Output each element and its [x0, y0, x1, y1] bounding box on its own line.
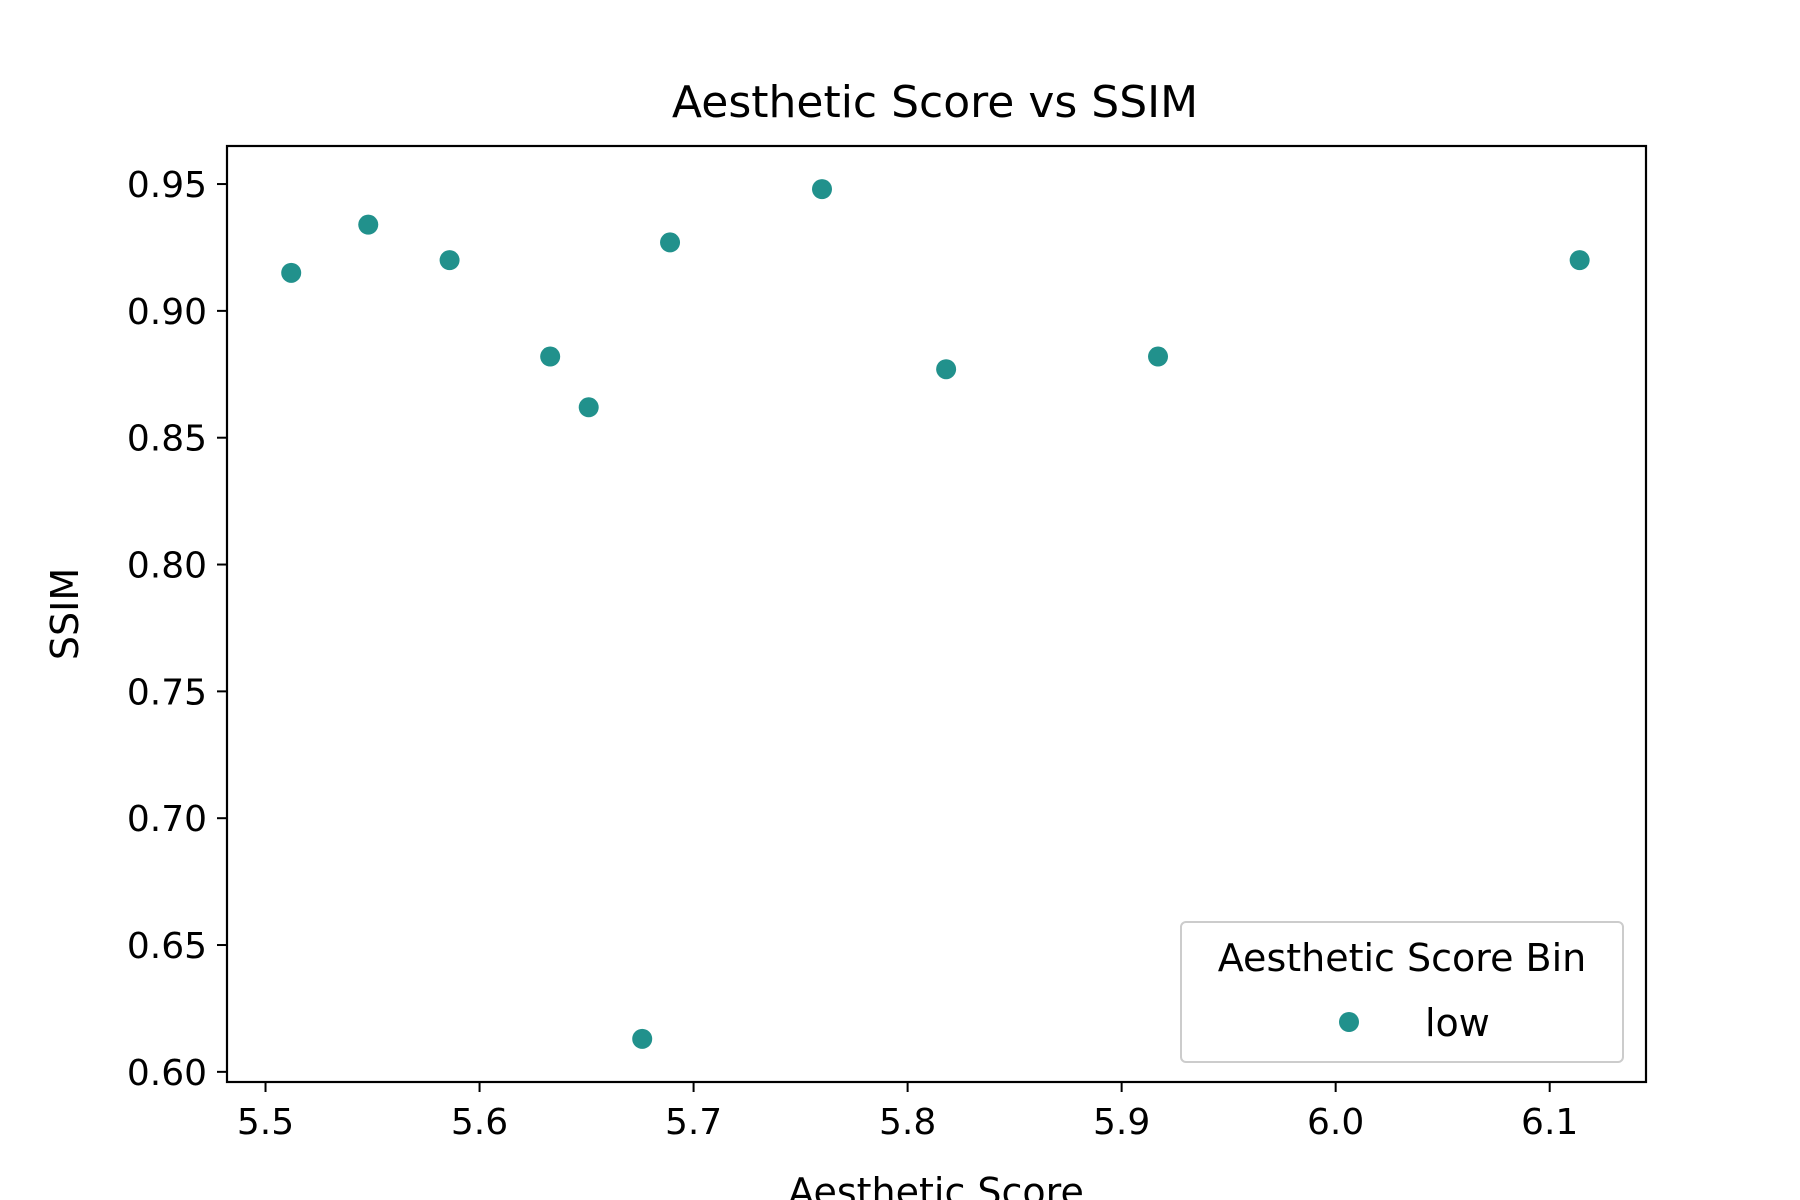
x-tick-label: 5.5 [237, 1102, 294, 1143]
y-axis: 0.60 0.65 0.70 0.75 0.80 0.85 0.90 0.95 [127, 165, 227, 1094]
legend-label-low: low [1425, 1001, 1490, 1045]
x-axis: 5.5 5.6 5.7 5.8 5.9 6.0 6.1 [237, 1082, 1578, 1143]
data-point [660, 232, 681, 253]
chart-title: Aesthetic Score vs SSIM [672, 77, 1198, 128]
data-point [540, 346, 561, 367]
data-points [281, 179, 1590, 1049]
x-tick-label: 6.0 [1307, 1102, 1364, 1143]
y-tick-label: 0.85 [127, 419, 207, 460]
data-point [936, 359, 957, 380]
data-point [632, 1028, 653, 1049]
y-tick-label: 0.80 [127, 546, 207, 587]
legend-marker-low [1339, 1012, 1359, 1032]
legend-box [1180, 921, 1624, 1063]
y-tick-label: 0.65 [127, 926, 207, 967]
data-point [1148, 346, 1169, 367]
x-tick-label: 6.1 [1521, 1102, 1578, 1143]
data-point [811, 179, 832, 200]
y-tick-label: 0.60 [127, 1053, 207, 1094]
x-tick-label: 5.9 [1093, 1102, 1150, 1143]
data-point [1569, 250, 1590, 271]
x-axis-label: Aesthetic Score [788, 1170, 1084, 1200]
x-tick-label: 5.6 [451, 1102, 508, 1143]
data-point [281, 262, 302, 283]
y-axis-label: SSIM [43, 568, 87, 660]
data-point [578, 397, 599, 418]
y-tick-label: 0.70 [127, 799, 207, 840]
data-point [439, 250, 460, 271]
x-tick-label: 5.8 [879, 1102, 936, 1143]
data-point [358, 214, 379, 235]
legend: Aesthetic Score Bin low [1180, 921, 1624, 1063]
y-tick-label: 0.75 [127, 672, 207, 713]
y-tick-label: 0.90 [127, 292, 207, 333]
legend-title: Aesthetic Score Bin [1218, 936, 1587, 980]
y-tick-label: 0.95 [127, 165, 207, 206]
x-tick-label: 5.7 [665, 1102, 722, 1143]
